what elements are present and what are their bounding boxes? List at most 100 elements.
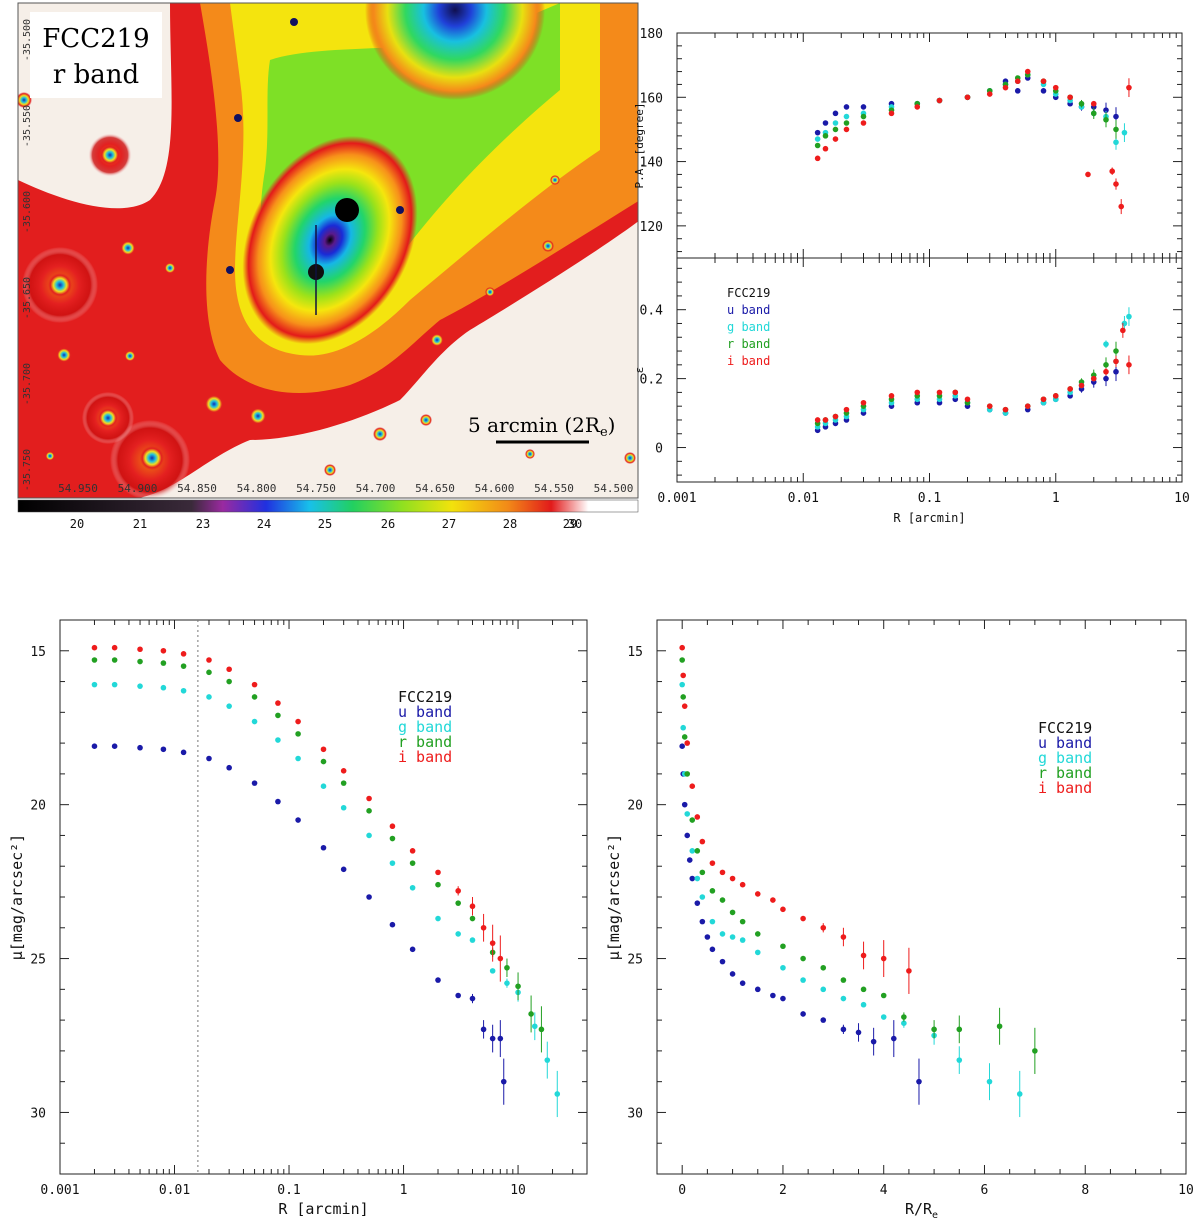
y-tick-label: 30 [30,1106,46,1121]
colorbar-tick-label: 26 [381,517,395,531]
companion-galaxy [365,3,545,100]
data-point [986,403,993,409]
data-point [389,823,396,830]
data-point [814,417,821,423]
star-19 [290,18,298,26]
dec-tick-label: -35.650 [22,277,33,319]
star-22 [550,175,560,185]
data-point [820,924,827,931]
data-point [1113,113,1119,120]
data-point [554,1091,561,1097]
y-tick-label: 120 [640,220,663,235]
data-point [455,992,461,999]
data-point [320,746,327,753]
data-point [251,780,258,786]
data-point [206,657,212,663]
data-point [681,703,688,709]
data-point [780,943,786,950]
data-point [780,995,786,1002]
data-point [1103,107,1109,113]
data-point [709,888,716,894]
data-point [956,1057,963,1063]
data-point [679,657,685,663]
data-point [843,126,850,133]
data-point [694,814,701,820]
star-21 [485,287,495,297]
star-10 [164,262,176,274]
data-point [435,881,441,888]
pa-profile-plot: 120 140 160 180 P.A. [degree] [633,27,1183,259]
data-point [1040,396,1047,403]
star-3 [98,408,118,428]
colorbar-tick-label: 27 [442,517,456,531]
data-point [843,120,850,126]
data-point [860,986,867,993]
data-point [137,646,143,653]
data-point [1090,375,1097,382]
dec-tick-label: -35.750 [22,449,33,491]
ra-tick-label: 54.800 [237,482,277,495]
data-point [1120,327,1126,334]
ra-tick-label: 54.650 [415,482,455,495]
data-point [689,875,696,882]
data-point [480,1026,487,1033]
data-point [435,869,441,876]
data-point [739,881,746,888]
legend-entry: u band [1038,734,1092,752]
ra-tick-label: 54.700 [356,482,396,495]
star-7 [204,394,224,414]
x-tick-label: 10 [510,1183,526,1198]
data-point [500,1078,507,1085]
y-tick-label: 0.2 [640,373,663,388]
data-point [320,758,327,765]
data-point [890,1035,897,1042]
data-point [770,897,776,903]
data-point [699,894,706,900]
data-point [931,1026,937,1033]
star-11 [373,427,387,441]
data-point [1109,168,1116,175]
x-tick-label: 10 [1178,1183,1194,1198]
y-tick-label: 0.4 [640,304,664,319]
data-point [840,1026,847,1033]
data-point [340,780,347,786]
data-point [1067,94,1073,101]
data-point [180,651,187,657]
data-point [739,937,746,943]
data-point [800,1011,806,1017]
data-point [1113,126,1119,133]
data-point [180,749,187,756]
data-point [206,669,212,676]
y-axis-label: μ[mag/arcsec²] [605,834,623,960]
data-point [754,986,761,993]
data-point [699,918,706,925]
x-tick-label: 0 [678,1183,686,1198]
colorbar-tick-label: 29 [563,517,577,531]
data-point [754,891,761,897]
data-point [901,1020,907,1026]
data-point [91,657,98,663]
y-tick-label: 0 [655,442,663,457]
y-axis-label: P.A. [degree] [633,102,646,188]
data-point [916,1078,922,1085]
data-point [1052,84,1059,91]
data-point [754,949,761,956]
legend-entry: r band [727,337,770,351]
data-point [964,396,971,403]
y-tick-label: 20 [30,799,46,814]
data-point [160,647,167,654]
data-point [699,838,706,845]
data-point [780,906,786,913]
data-point [295,817,301,823]
data-point [91,681,98,688]
data-point [1118,203,1125,210]
y-tick-label: 30 [627,1106,643,1121]
legend-entry: g band [727,320,770,334]
data-point [1040,88,1047,94]
data-point [860,104,867,110]
data-point [694,848,701,854]
data-point [814,142,821,149]
data-point [469,937,476,943]
star-16 [124,350,136,362]
